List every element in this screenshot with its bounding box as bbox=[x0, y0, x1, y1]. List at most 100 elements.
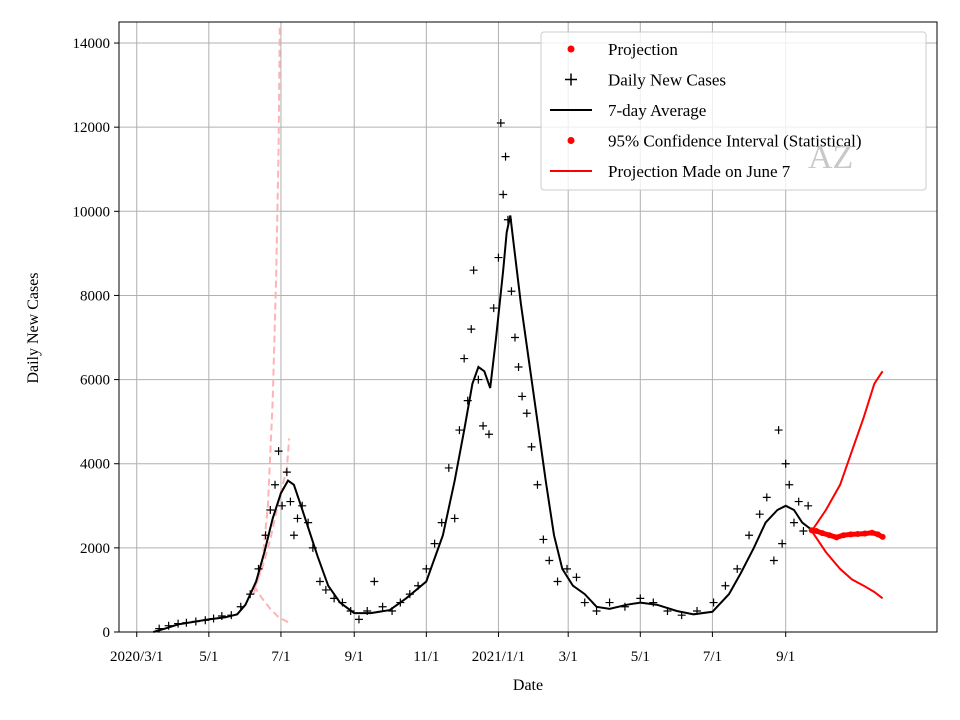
daily-case-marker bbox=[479, 421, 488, 430]
daily-case-marker bbox=[430, 539, 439, 548]
y-tick-label: 4000 bbox=[80, 457, 110, 473]
x-tick-label: 2021/1/1 bbox=[472, 649, 525, 665]
legend-plus-marker bbox=[565, 73, 577, 86]
daily-case-marker bbox=[781, 459, 790, 468]
daily-case-marker bbox=[539, 535, 548, 544]
daily-case-marker bbox=[804, 501, 813, 510]
x-tick-label: 5/1 bbox=[199, 649, 218, 665]
y-tick-label: 12000 bbox=[73, 120, 111, 136]
daily-case-marker bbox=[636, 594, 645, 603]
daily-case-marker bbox=[580, 598, 589, 607]
daily-case-marker bbox=[533, 480, 542, 489]
projection-point bbox=[826, 532, 833, 539]
daily-case-marker bbox=[378, 602, 387, 611]
daily-case-marker bbox=[709, 598, 718, 607]
daily-case-marker bbox=[745, 531, 754, 540]
ci-upper-line bbox=[810, 370, 884, 532]
daily-case-marker bbox=[545, 556, 554, 565]
daily-case-marker bbox=[769, 556, 778, 565]
x-tick-label: 9/1 bbox=[776, 649, 795, 665]
daily-case-marker bbox=[794, 497, 803, 506]
x-tick-label: 9/1 bbox=[345, 649, 364, 665]
daily-case-marker bbox=[774, 426, 783, 435]
projection-point bbox=[874, 531, 881, 538]
daily-case-marker bbox=[799, 527, 808, 536]
x-tick-label: 11/1 bbox=[413, 649, 439, 665]
daily-case-marker bbox=[278, 501, 287, 510]
daily-case-marker bbox=[467, 325, 476, 334]
daily-case-marker bbox=[527, 442, 536, 451]
y-tick-label: 0 bbox=[103, 625, 111, 641]
daily-case-marker bbox=[507, 287, 516, 296]
daily-case-marker bbox=[499, 190, 508, 199]
daily-case-marker bbox=[553, 577, 562, 586]
legend-label: Projection bbox=[608, 40, 678, 59]
daily-case-marker bbox=[321, 585, 330, 594]
y-tick-label: 10000 bbox=[73, 204, 111, 220]
daily-case-marker bbox=[592, 606, 601, 615]
y-tick-label: 14000 bbox=[73, 36, 111, 52]
daily-case-marker bbox=[778, 539, 787, 548]
daily-case-marker bbox=[510, 333, 519, 342]
legend-label: 7-day Average bbox=[608, 101, 706, 120]
daily-case-marker bbox=[563, 564, 572, 573]
axes-frame bbox=[118, 21, 938, 633]
daily-case-marker bbox=[514, 362, 523, 371]
daily-case-marker bbox=[501, 152, 510, 161]
daily-case-marker bbox=[444, 463, 453, 472]
x-tick-label: 3/1 bbox=[559, 649, 578, 665]
legend-dot-marker bbox=[567, 45, 575, 53]
projection-point bbox=[813, 528, 820, 535]
daily-case-marker bbox=[266, 506, 275, 514]
daily-case-marker bbox=[733, 564, 742, 573]
plot-area bbox=[153, 26, 886, 633]
daily-case-marker bbox=[785, 480, 794, 489]
projection-point bbox=[847, 531, 854, 538]
x-axis-label: Date bbox=[513, 677, 543, 694]
daily-case-marker bbox=[370, 577, 379, 586]
daily-case-marker bbox=[494, 253, 503, 262]
x-tick-label: 2020/3/1 bbox=[110, 649, 163, 665]
ci-lower-line bbox=[810, 530, 884, 600]
daily-case-marker bbox=[271, 480, 280, 489]
daily-case-marker bbox=[522, 409, 531, 418]
daily-case-marker bbox=[518, 392, 527, 401]
june7-projection-central-line bbox=[252, 438, 291, 591]
projection-point bbox=[854, 530, 861, 537]
y-tick-label: 6000 bbox=[80, 373, 110, 389]
legend-label: Daily New Cases bbox=[608, 71, 726, 90]
daily-case-marker bbox=[755, 510, 764, 519]
projection-point bbox=[879, 533, 886, 540]
legend-label: 95% Confidence Interval (Statistical) bbox=[608, 132, 862, 151]
daily-case-marker bbox=[282, 468, 291, 477]
daily-case-marker bbox=[605, 598, 614, 607]
seven-day-average-line bbox=[153, 215, 812, 633]
daily-case-marker bbox=[422, 564, 431, 573]
projection-point bbox=[833, 534, 840, 541]
daily-case-marker bbox=[315, 577, 324, 586]
daily-case-marker bbox=[469, 266, 478, 275]
daily-case-marker bbox=[496, 118, 505, 127]
x-tick-label: 7/1 bbox=[703, 649, 722, 665]
daily-case-marker bbox=[789, 518, 798, 527]
y-axis-label: Daily New Cases bbox=[25, 272, 42, 383]
projection-point bbox=[868, 529, 875, 536]
x-tick-label: 5/1 bbox=[631, 649, 650, 665]
y-tick-label: 8000 bbox=[80, 288, 110, 304]
daily-case-marker bbox=[289, 531, 298, 540]
projection-point bbox=[840, 532, 847, 539]
watermark: AZ bbox=[808, 139, 853, 176]
daily-case-marker bbox=[354, 615, 363, 624]
daily-case-marker bbox=[460, 354, 469, 363]
axes: 2020/3/1 5/1 7/1 9/1 11/1 2021/1/1 3/1 5/1 7/1 9/… bbox=[73, 21, 938, 665]
projection-point bbox=[808, 527, 815, 534]
daily-case-marker bbox=[293, 514, 302, 523]
daily-case-marker bbox=[474, 375, 483, 384]
daily-case-marker bbox=[286, 497, 295, 506]
daily-case-marker bbox=[437, 518, 446, 527]
june7-projection-lower-line bbox=[252, 585, 290, 625]
projection-point bbox=[861, 530, 868, 537]
daily-case-marker bbox=[455, 426, 464, 435]
daily-case-marker bbox=[274, 447, 283, 456]
